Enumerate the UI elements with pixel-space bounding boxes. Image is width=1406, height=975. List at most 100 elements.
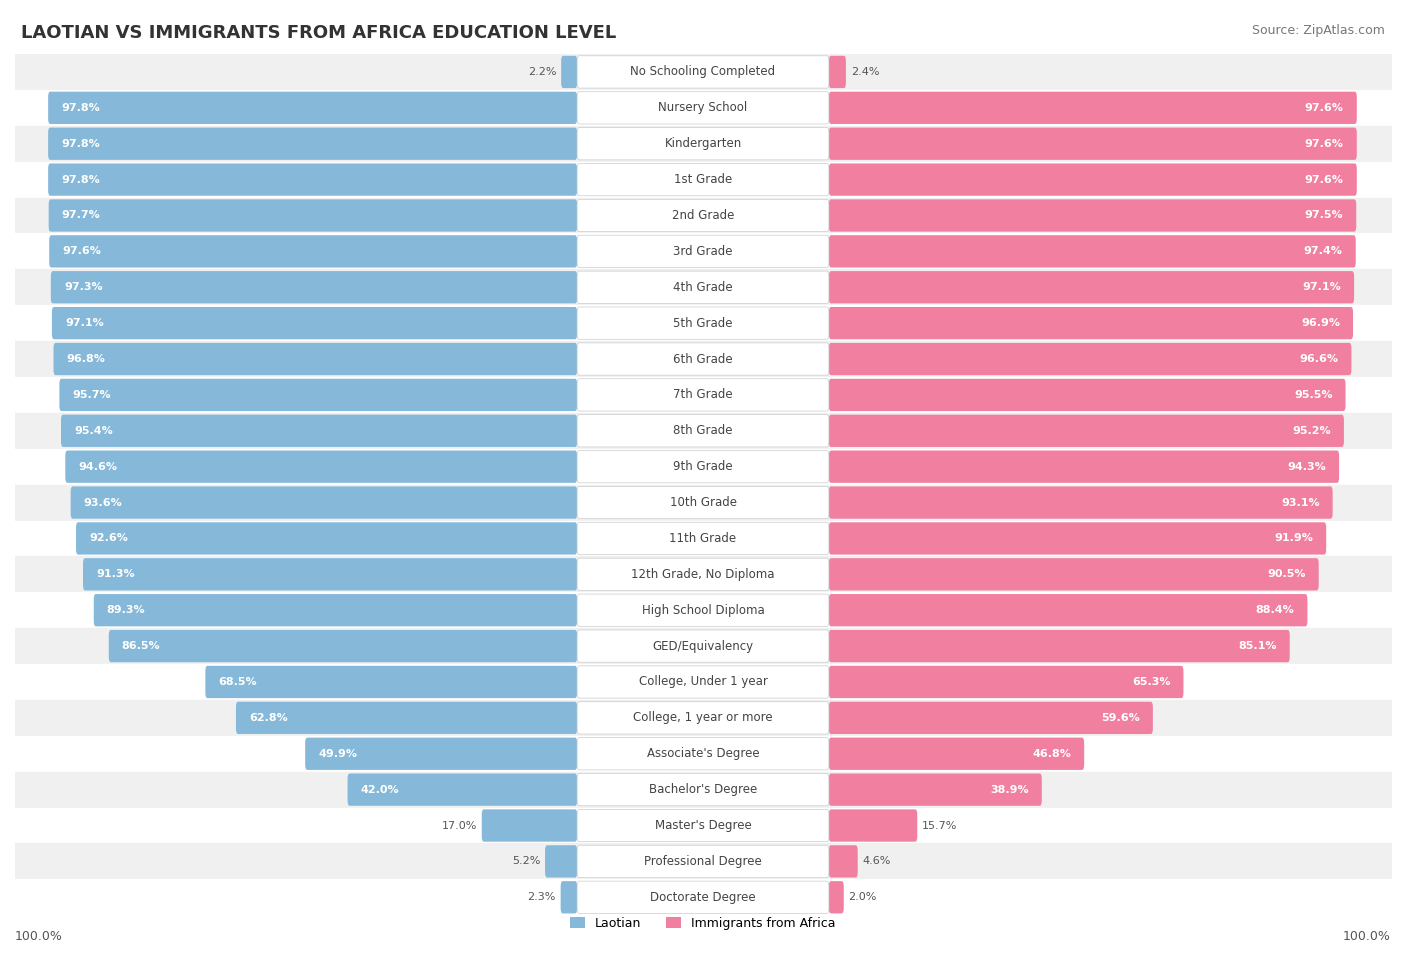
- FancyBboxPatch shape: [830, 343, 1351, 375]
- FancyBboxPatch shape: [48, 92, 576, 124]
- FancyBboxPatch shape: [576, 56, 830, 88]
- FancyBboxPatch shape: [561, 56, 576, 88]
- FancyBboxPatch shape: [576, 199, 830, 232]
- Text: 97.6%: 97.6%: [1305, 175, 1344, 184]
- Text: 97.1%: 97.1%: [65, 318, 104, 329]
- Text: 68.5%: 68.5%: [218, 677, 257, 687]
- FancyBboxPatch shape: [576, 773, 830, 805]
- Text: 90.5%: 90.5%: [1267, 569, 1306, 579]
- FancyBboxPatch shape: [83, 558, 576, 591]
- Text: 10th Grade: 10th Grade: [669, 496, 737, 509]
- FancyBboxPatch shape: [205, 666, 576, 698]
- Text: 8th Grade: 8th Grade: [673, 424, 733, 438]
- Text: Associate's Degree: Associate's Degree: [647, 747, 759, 760]
- Text: 17.0%: 17.0%: [441, 821, 477, 831]
- FancyBboxPatch shape: [51, 271, 576, 303]
- Text: 42.0%: 42.0%: [361, 785, 399, 795]
- FancyBboxPatch shape: [830, 630, 1289, 662]
- FancyBboxPatch shape: [830, 666, 1184, 698]
- FancyBboxPatch shape: [70, 487, 576, 519]
- Text: 94.3%: 94.3%: [1288, 462, 1326, 472]
- FancyBboxPatch shape: [830, 558, 1319, 591]
- FancyBboxPatch shape: [48, 128, 576, 160]
- Text: 97.8%: 97.8%: [62, 175, 100, 184]
- Text: 94.6%: 94.6%: [79, 462, 117, 472]
- FancyBboxPatch shape: [830, 809, 917, 841]
- FancyBboxPatch shape: [576, 235, 830, 267]
- FancyBboxPatch shape: [576, 809, 830, 841]
- FancyBboxPatch shape: [576, 414, 830, 447]
- FancyBboxPatch shape: [59, 378, 576, 411]
- Text: 97.4%: 97.4%: [1303, 247, 1343, 256]
- FancyBboxPatch shape: [546, 845, 576, 878]
- FancyBboxPatch shape: [49, 235, 576, 267]
- Text: LAOTIAN VS IMMIGRANTS FROM AFRICA EDUCATION LEVEL: LAOTIAN VS IMMIGRANTS FROM AFRICA EDUCAT…: [21, 24, 616, 42]
- FancyBboxPatch shape: [305, 738, 576, 770]
- Text: 100.0%: 100.0%: [15, 930, 63, 943]
- Text: Kindergarten: Kindergarten: [665, 137, 741, 150]
- FancyBboxPatch shape: [236, 702, 576, 734]
- FancyBboxPatch shape: [830, 845, 858, 878]
- Text: GED/Equivalency: GED/Equivalency: [652, 640, 754, 652]
- FancyBboxPatch shape: [576, 666, 830, 698]
- Legend: Laotian, Immigrants from Africa: Laotian, Immigrants from Africa: [565, 912, 841, 935]
- Text: 97.7%: 97.7%: [62, 211, 100, 220]
- FancyBboxPatch shape: [576, 594, 830, 626]
- FancyBboxPatch shape: [576, 558, 830, 591]
- Text: 100.0%: 100.0%: [1343, 930, 1391, 943]
- Text: 89.3%: 89.3%: [107, 605, 145, 615]
- Text: 49.9%: 49.9%: [318, 749, 357, 759]
- Text: 93.1%: 93.1%: [1281, 497, 1320, 508]
- FancyBboxPatch shape: [576, 881, 830, 914]
- Text: 3rd Grade: 3rd Grade: [673, 245, 733, 257]
- Text: 91.3%: 91.3%: [96, 569, 135, 579]
- FancyBboxPatch shape: [830, 199, 1357, 232]
- FancyBboxPatch shape: [347, 773, 576, 805]
- FancyBboxPatch shape: [830, 702, 1153, 734]
- FancyBboxPatch shape: [576, 128, 830, 160]
- FancyBboxPatch shape: [49, 199, 576, 232]
- Text: 97.1%: 97.1%: [1302, 282, 1341, 292]
- FancyBboxPatch shape: [830, 487, 1333, 519]
- FancyBboxPatch shape: [94, 594, 576, 626]
- Text: 97.3%: 97.3%: [63, 282, 103, 292]
- Text: 2nd Grade: 2nd Grade: [672, 209, 734, 222]
- Text: 2.0%: 2.0%: [849, 892, 877, 902]
- Text: 97.8%: 97.8%: [62, 102, 100, 113]
- Text: 97.5%: 97.5%: [1305, 211, 1343, 220]
- FancyBboxPatch shape: [48, 164, 576, 196]
- Text: Master's Degree: Master's Degree: [655, 819, 751, 832]
- Text: 46.8%: 46.8%: [1032, 749, 1071, 759]
- Text: 5th Grade: 5th Grade: [673, 317, 733, 330]
- Text: 38.9%: 38.9%: [990, 785, 1029, 795]
- FancyBboxPatch shape: [830, 128, 1357, 160]
- Text: 62.8%: 62.8%: [249, 713, 288, 722]
- FancyBboxPatch shape: [830, 378, 1346, 411]
- FancyBboxPatch shape: [576, 738, 830, 770]
- Text: 95.4%: 95.4%: [75, 426, 112, 436]
- FancyBboxPatch shape: [576, 164, 830, 196]
- FancyBboxPatch shape: [830, 271, 1354, 303]
- Text: 95.5%: 95.5%: [1294, 390, 1333, 400]
- FancyBboxPatch shape: [576, 845, 830, 878]
- Text: 12th Grade, No Diploma: 12th Grade, No Diploma: [631, 567, 775, 581]
- FancyBboxPatch shape: [830, 56, 846, 88]
- Text: 86.5%: 86.5%: [122, 642, 160, 651]
- FancyBboxPatch shape: [830, 450, 1339, 483]
- FancyBboxPatch shape: [830, 881, 844, 914]
- FancyBboxPatch shape: [65, 450, 576, 483]
- FancyBboxPatch shape: [576, 343, 830, 375]
- FancyBboxPatch shape: [576, 523, 830, 555]
- FancyBboxPatch shape: [76, 523, 576, 555]
- Text: No Schooling Completed: No Schooling Completed: [630, 65, 776, 78]
- FancyBboxPatch shape: [576, 702, 830, 734]
- Text: Professional Degree: Professional Degree: [644, 855, 762, 868]
- Text: 97.6%: 97.6%: [1305, 102, 1344, 113]
- Text: 6th Grade: 6th Grade: [673, 353, 733, 366]
- FancyBboxPatch shape: [830, 773, 1042, 805]
- FancyBboxPatch shape: [561, 881, 576, 914]
- FancyBboxPatch shape: [830, 523, 1326, 555]
- Text: 4th Grade: 4th Grade: [673, 281, 733, 293]
- FancyBboxPatch shape: [576, 378, 830, 411]
- Text: 7th Grade: 7th Grade: [673, 388, 733, 402]
